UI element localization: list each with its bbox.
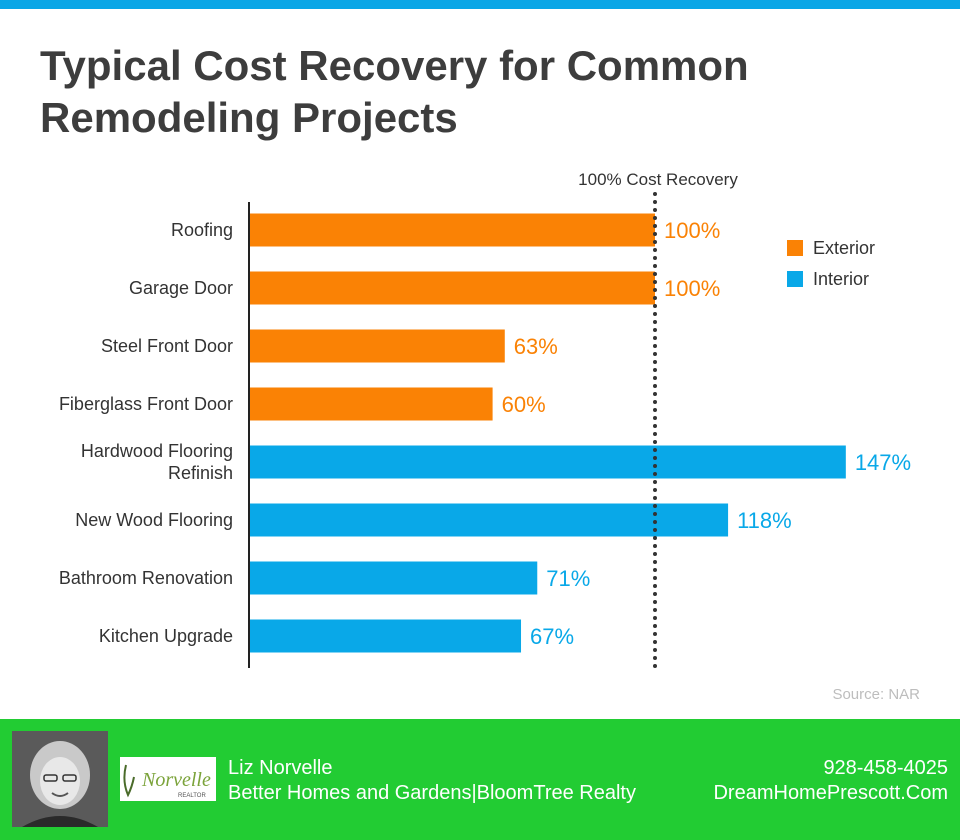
category-label: New Wood Flooring (75, 510, 233, 530)
agent-phone[interactable]: 928-458-4025 (823, 757, 948, 779)
agent-name: Liz Norvelle (228, 757, 333, 779)
value-label: 71% (546, 566, 590, 591)
category-label: Fiberglass Front Door (59, 394, 233, 414)
reference-line-label: 100% Cost Recovery (578, 170, 738, 189)
agent-portrait-icon (12, 731, 108, 827)
value-label: 63% (514, 334, 558, 359)
norvelle-logo-icon: Norvelle REALTOR (123, 764, 211, 799)
agent-footer: Norvelle REALTOR Liz Norvelle Better Hom… (0, 719, 960, 840)
agent-company: Better Homes and Gardens|BloomTree Realt… (228, 782, 636, 804)
legend-label: Exterior (813, 238, 875, 258)
bar (249, 213, 655, 247)
value-label: 100% (664, 218, 720, 243)
agent-website[interactable]: DreamHomePrescott.Com (713, 782, 948, 804)
bar (249, 329, 505, 363)
legend-label: Interior (813, 269, 869, 289)
legend-swatch (787, 271, 803, 287)
value-label: 60% (502, 392, 546, 417)
legend-swatch (787, 240, 803, 256)
agent-photo (12, 731, 108, 827)
category-label: Kitchen Upgrade (99, 626, 233, 646)
category-label: Roofing (171, 220, 233, 240)
svg-text:Norvelle: Norvelle (141, 769, 211, 791)
svg-text:REALTOR: REALTOR (178, 793, 206, 799)
category-label: Garage Door (129, 278, 233, 298)
top-accent-bar (0, 0, 960, 9)
bar (249, 271, 655, 305)
category-label: Steel Front Door (101, 336, 233, 356)
bar (249, 387, 493, 421)
category-label: Bathroom Renovation (59, 568, 233, 588)
value-label: 67% (530, 624, 574, 649)
value-label: 147% (855, 450, 911, 475)
bar (249, 561, 538, 595)
bar (249, 445, 846, 479)
value-label: 100% (664, 276, 720, 301)
category-label: Hardwood Flooring Refinish (81, 441, 233, 483)
source-note: Source: NAR (832, 686, 920, 703)
bar-chart: Roofing 100% Garage Door 100% Steel Front Do… (59, 170, 920, 703)
bar (249, 503, 729, 537)
chart-title: Typical Cost Recovery for Common Remodel… (40, 42, 749, 141)
agent-logo: Norvelle REALTOR (120, 757, 216, 801)
bar (249, 619, 522, 653)
value-label: 118% (737, 508, 792, 533)
